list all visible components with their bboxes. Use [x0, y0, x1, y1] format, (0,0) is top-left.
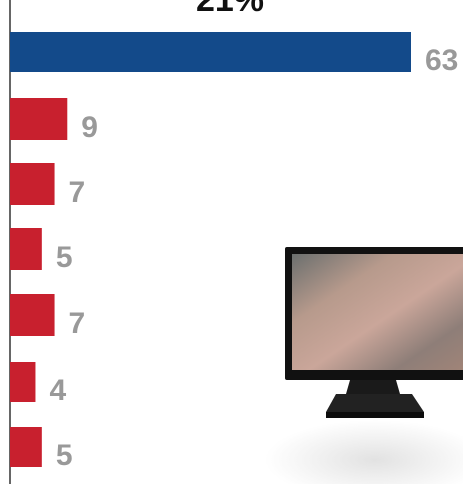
bar	[10, 362, 36, 402]
bar	[10, 163, 55, 205]
bar	[10, 228, 42, 270]
value-label: 7	[69, 176, 86, 209]
bar	[10, 98, 68, 140]
monitor-image	[265, 247, 463, 484]
annotation: 21%	[196, 0, 264, 19]
bar	[10, 427, 42, 467]
value-label: 5	[56, 241, 73, 274]
value-label: 9	[81, 111, 98, 144]
bar	[10, 294, 55, 336]
value-label: 63	[425, 44, 458, 77]
value-label: 7	[69, 307, 86, 340]
value-label: 4	[49, 374, 66, 407]
value-label: 5	[56, 439, 73, 472]
bar	[10, 32, 411, 72]
